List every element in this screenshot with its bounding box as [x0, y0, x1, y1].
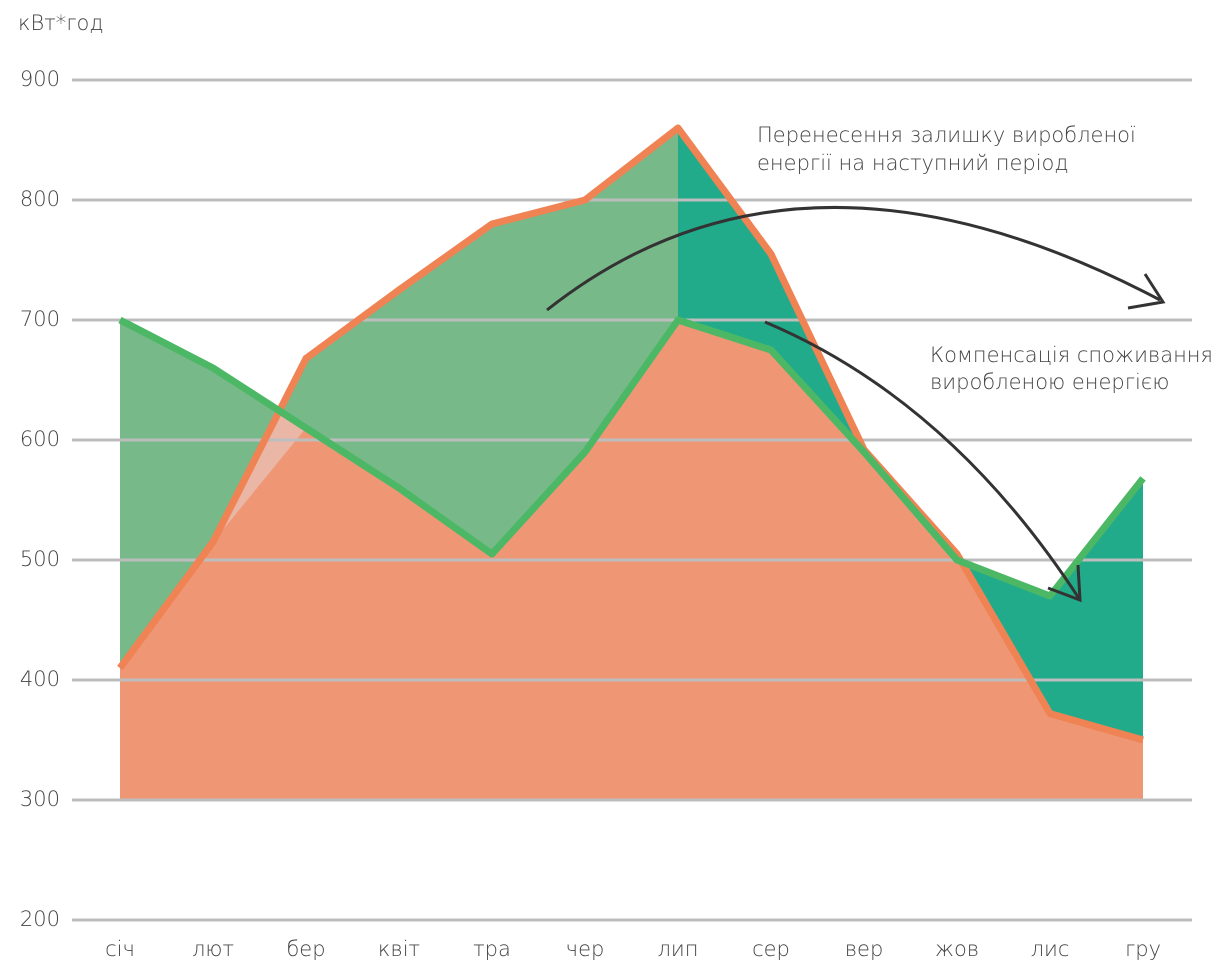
annotation: енергії на наступний період: [757, 151, 1069, 175]
x-tick-label: тра: [473, 937, 511, 961]
x-tick-label: лис: [1031, 937, 1070, 961]
annotation: виробленою енергією: [930, 370, 1169, 394]
y-tick-label: 400: [20, 667, 60, 691]
y-tick-label: 800: [20, 187, 60, 211]
y-axis-label: кВт*год: [18, 11, 104, 35]
series-line: [118, 316, 1146, 600]
y-tick-label: 900: [20, 67, 60, 91]
x-tick-label: січ: [105, 937, 135, 961]
x-tick-label: бер: [286, 937, 325, 961]
arrows: [546, 205, 1166, 603]
y-tick-label: 300: [20, 787, 60, 811]
x-tick-label: сер: [752, 937, 790, 961]
y-tick-label: 500: [20, 547, 60, 571]
series-line: [117, 124, 1144, 744]
arrow-head: [1127, 273, 1166, 310]
x-tick-label: вер: [845, 937, 884, 961]
arrow: [764, 320, 1082, 601]
surplus-area: [120, 128, 678, 668]
x-tick-label: гру: [1125, 937, 1161, 961]
y-tick-label: 600: [20, 427, 60, 451]
annotation: Компенсація споживання: [930, 343, 1213, 367]
arrow: [546, 205, 1161, 312]
x-tick-label: жов: [935, 937, 979, 961]
y-tick-label: 700: [20, 307, 60, 331]
x-tick-label: квіт: [378, 937, 420, 961]
x-tick-label: чер: [566, 937, 605, 961]
x-tick-label: лип: [658, 937, 699, 961]
x-tick-label: лют: [192, 937, 234, 961]
y-tick-label: 200: [20, 907, 60, 931]
arrow-head: [1047, 564, 1082, 603]
annotation: Перенесення залишку виробленої: [757, 123, 1136, 147]
